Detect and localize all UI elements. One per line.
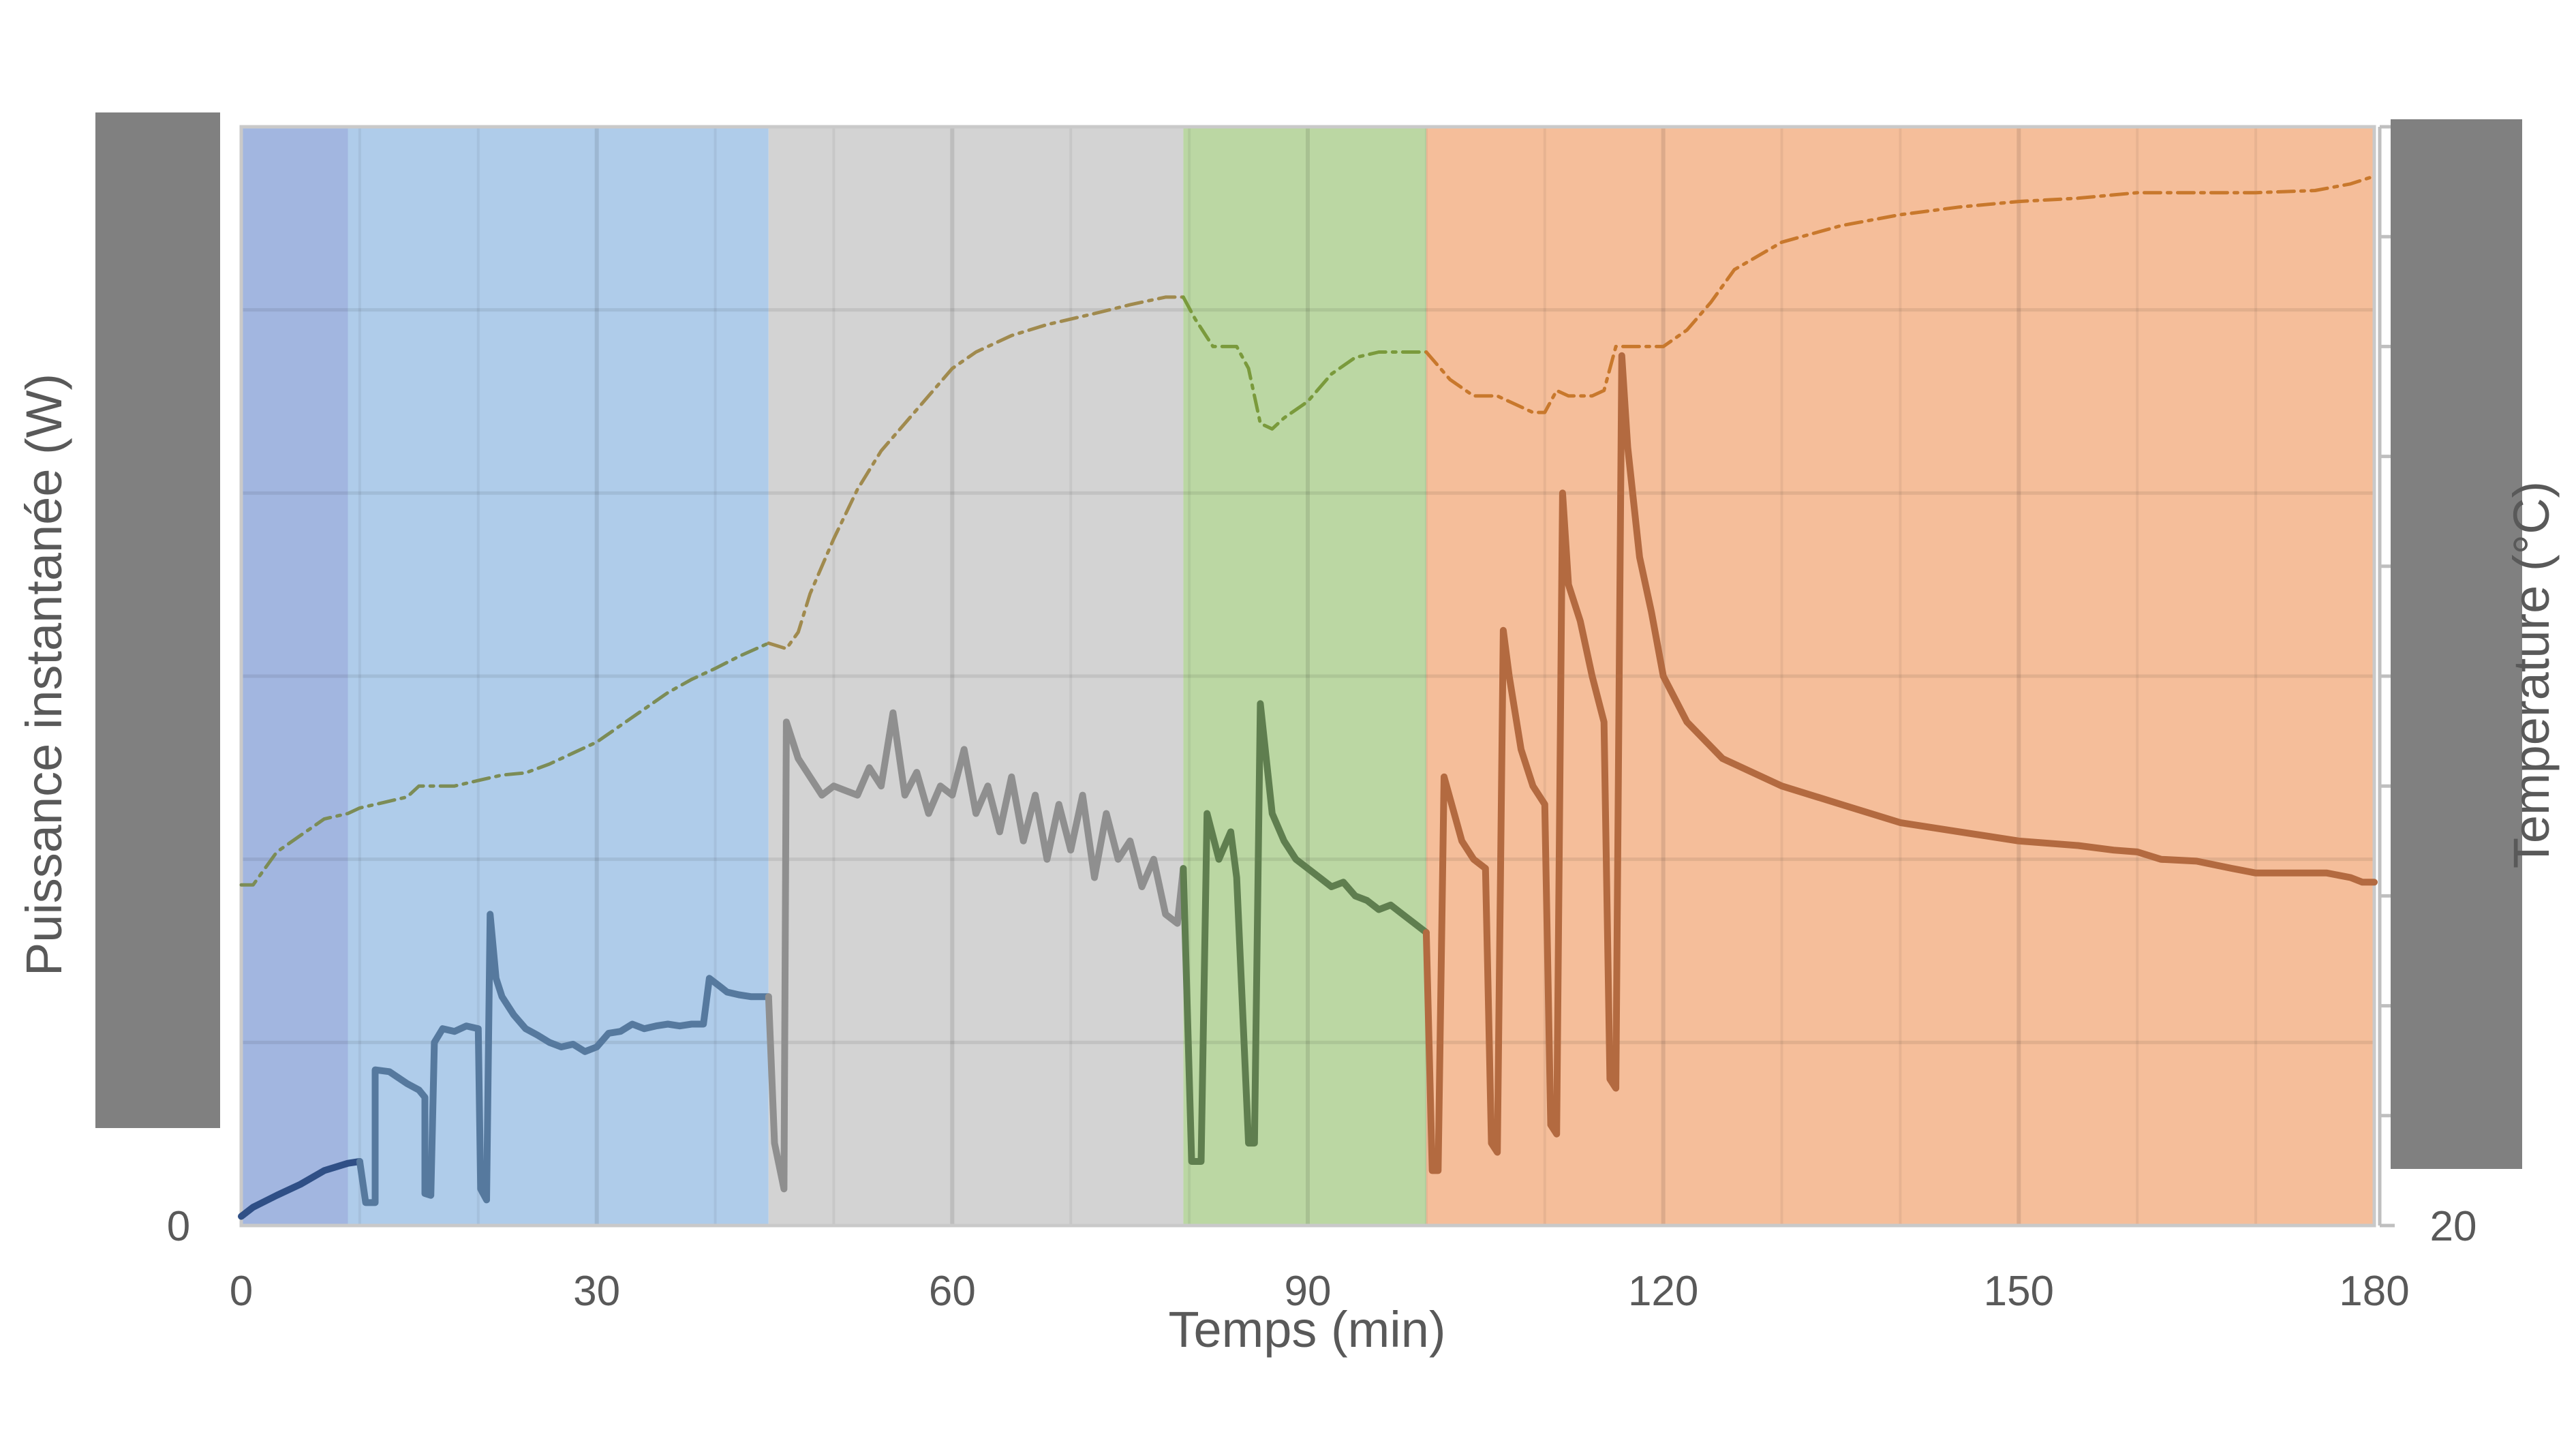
power-series-segment-3 xyxy=(765,709,1187,1193)
phase-band-1 xyxy=(241,127,348,1226)
phase-band-4 xyxy=(1183,127,1426,1226)
y-left-tick-label-0: 0 xyxy=(167,1203,190,1250)
power-series-segment-1 xyxy=(238,1158,363,1220)
y-left-axis-title: Puissance instantanée (W) xyxy=(16,374,72,976)
right-axis-label-mask xyxy=(2391,119,2522,1169)
left-axis-label-mask xyxy=(95,112,220,1128)
series-lines xyxy=(238,174,2378,1220)
phase-band-5 xyxy=(1426,127,2374,1226)
x-tick-label-120: 120 xyxy=(1628,1268,1698,1315)
x-tick-label-0: 0 xyxy=(230,1268,253,1315)
temperature-series-segment-1 xyxy=(239,641,771,887)
y-right-axis-title: Temperature (°C) xyxy=(2503,481,2560,868)
x-axis-title: Temps (min) xyxy=(1168,1301,1445,1358)
temperature-series-segment-4 xyxy=(1424,174,2376,414)
power-series-segment-5 xyxy=(1422,352,2378,1174)
x-tick-label-150: 150 xyxy=(1984,1268,2054,1315)
temperature-series-segment-3 xyxy=(1181,295,1428,431)
x-tick-label-180: 180 xyxy=(2339,1268,2409,1315)
temperature-series-segment-2 xyxy=(767,295,1185,651)
plot-area-frame xyxy=(239,125,2376,1228)
x-axis-tick-labels: 0 30 60 90 120 150 180 xyxy=(230,1268,2410,1315)
phase-band-3 xyxy=(768,127,1184,1226)
y-right-tick-label-20: 20 xyxy=(2430,1203,2477,1250)
power-series-segment-2 xyxy=(356,911,772,1206)
x-tick-label-30: 30 xyxy=(573,1268,620,1315)
x-tick-label-90: 90 xyxy=(1285,1268,1332,1315)
x-tick-label-60: 60 xyxy=(929,1268,976,1315)
phase-bands xyxy=(241,127,2374,1226)
power-series-segment-4 xyxy=(1180,700,1430,1165)
